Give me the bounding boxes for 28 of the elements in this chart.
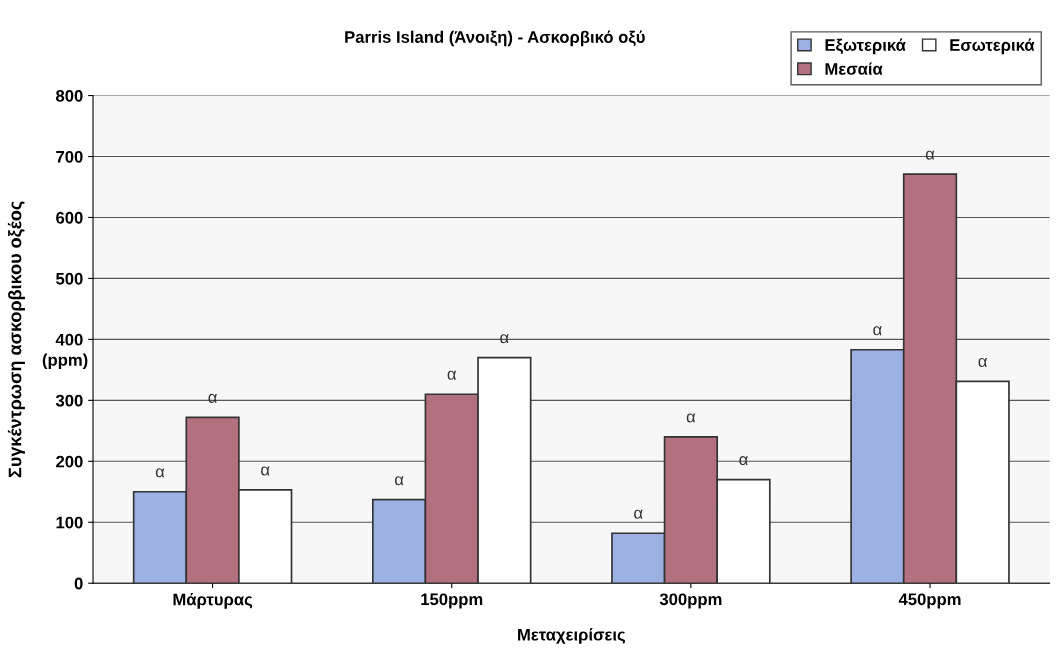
data-label: α (155, 468, 165, 478)
data-label: α (978, 357, 987, 368)
x-axis-title: Μεταχειρίσεις (518, 628, 625, 644)
data-label: α (686, 413, 696, 423)
x-tick-label: 450ppm (898, 593, 961, 609)
legend-label: Εσωτερικά (950, 38, 1035, 55)
y-tick-label: 600 (56, 211, 83, 224)
y-tick-label: 800 (56, 89, 83, 102)
x-tick-label: 300ppm (659, 593, 722, 609)
data-label: α (395, 476, 404, 486)
y-tick-label: 400 (55, 333, 83, 346)
x-tick-label: Μάρτυρας (173, 592, 253, 609)
data-label: α (634, 509, 643, 519)
legend-label: Εξωτερικά (825, 38, 906, 55)
y-axis-title: Συγκέντρωση ασκορβικου οξέος (7, 201, 25, 478)
y-tick-label: 100 (56, 516, 83, 529)
y-tick-label: 700 (56, 150, 83, 163)
x-tick-label: 150ppm (421, 593, 483, 609)
legend-label: Μεσαία (825, 62, 883, 75)
y-tick-label: 500 (56, 272, 83, 285)
chart-title: Parris Island (Άνοιξη) - Ασκορβικό οξύ (345, 30, 645, 47)
data-label: α (873, 326, 882, 336)
y-tick-label: 200 (56, 455, 83, 468)
y-tick-label: 0 (74, 577, 83, 590)
data-label: α (261, 466, 270, 476)
y-tick-label: 300 (55, 394, 83, 407)
data-label: α (447, 370, 457, 380)
text: (ppm) (42, 353, 88, 370)
